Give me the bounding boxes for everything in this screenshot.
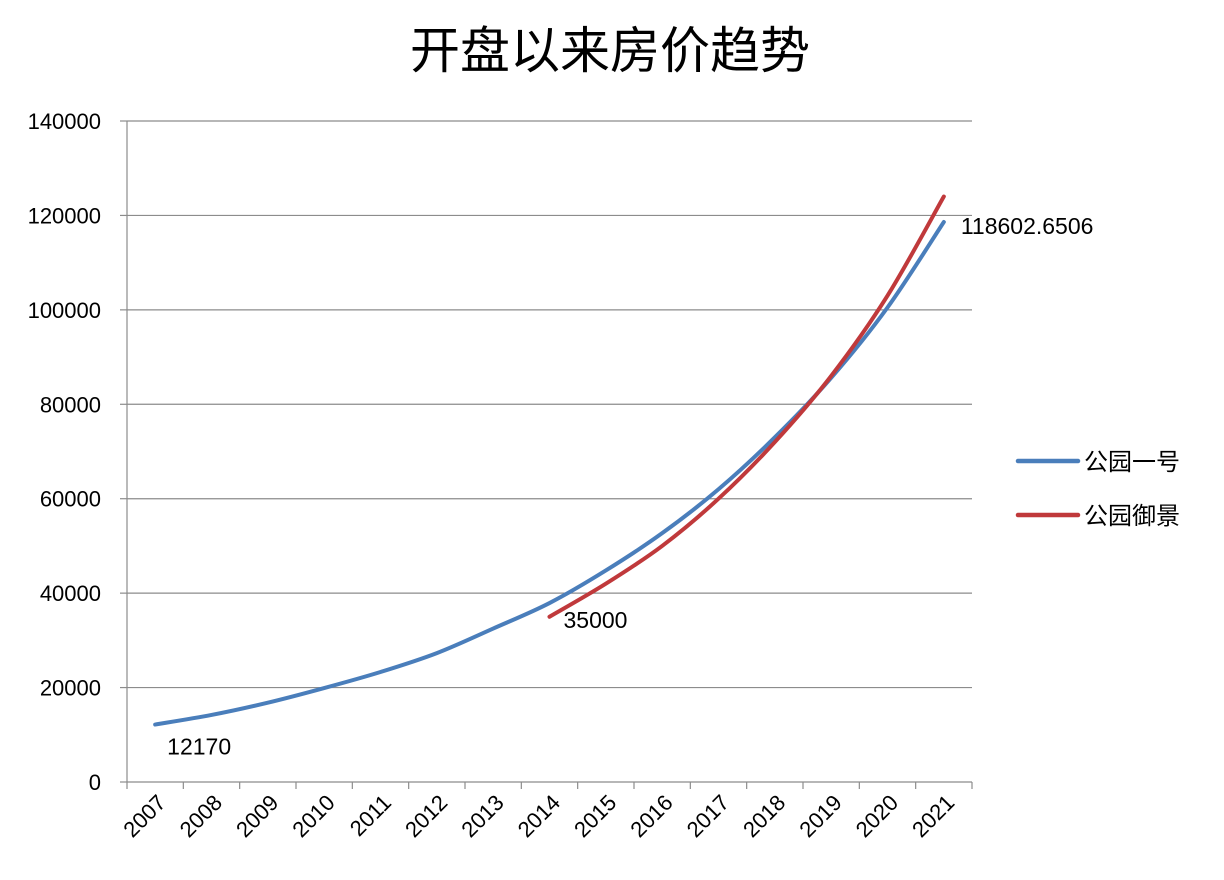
x-tick-label: 2021 — [907, 790, 959, 842]
y-tick-label: 0 — [89, 770, 101, 795]
x-tick-label: 2011 — [345, 790, 396, 841]
legend-label: 公园御景 — [1084, 502, 1180, 530]
series-lines — [153, 194, 946, 727]
x-tick-label: 2007 — [118, 790, 170, 842]
y-tick-label: 20000 — [40, 676, 101, 701]
series-line-2 — [547, 194, 946, 619]
x-tick-label: 2020 — [851, 790, 903, 842]
x-axis: 2007 2008 2009 2010 2011 2012 2013 2014 2015 2016… — [118, 781, 973, 842]
y-tick-label: 120000 — [28, 203, 101, 228]
y-axis: 0 20000 40000 60000 80000 100000 120000 140000 — [28, 109, 128, 795]
series-line-1 — [153, 220, 946, 727]
x-tick-label: 2019 — [794, 790, 846, 842]
x-tick-label: 2015 — [569, 790, 621, 842]
y-tick-label: 40000 — [40, 581, 101, 606]
x-tick-label: 2016 — [625, 790, 677, 842]
y-tick-label: 60000 — [40, 487, 101, 512]
legend-label: 公园一号 — [1084, 448, 1180, 476]
x-tick-label: 2008 — [175, 790, 227, 842]
x-tick-label: 2018 — [738, 790, 790, 842]
data-label: 118602.6506 — [961, 213, 1094, 239]
gridlines — [127, 120, 972, 689]
y-tick-label: 140000 — [28, 109, 101, 134]
x-tick-label: 2017 — [682, 790, 734, 842]
x-tick-label: 2014 — [513, 790, 565, 842]
y-tick-label: 80000 — [40, 392, 101, 417]
x-tick-label: 2012 — [400, 790, 452, 842]
x-tick-label: 2009 — [231, 790, 283, 842]
data-label: 35000 — [564, 607, 628, 633]
data-labels: 12170 35000 118602.6506 — [167, 213, 1093, 760]
x-tick-label: 2013 — [456, 790, 508, 842]
x-tick-label: 2010 — [287, 790, 339, 842]
data-label: 12170 — [167, 734, 231, 760]
chart-title: 开盘以来房价趋势 — [410, 22, 810, 80]
y-tick-label: 100000 — [28, 298, 101, 323]
